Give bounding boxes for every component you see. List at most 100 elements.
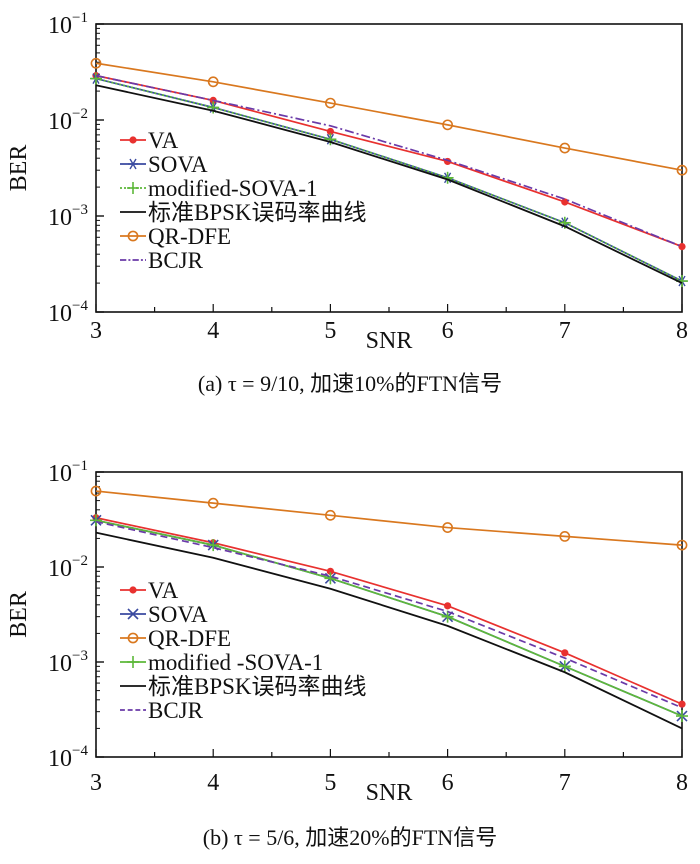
series-BCJR	[95, 520, 683, 709]
legend-label: SOVA	[148, 152, 208, 177]
legend-label: modified-SOVA-1	[148, 176, 318, 201]
series-modified-SOVA-1	[90, 72, 688, 288]
x-tick-label: 4	[207, 318, 219, 344]
y-tick-exp: −3	[72, 202, 88, 218]
legend-marker	[127, 656, 139, 668]
data-point	[678, 243, 686, 251]
y-tick-exp: −4	[72, 298, 88, 314]
data-point	[444, 602, 452, 610]
series-BCJR	[95, 74, 683, 248]
legend-item: SOVA	[120, 602, 208, 627]
legend-label: 标准BPSK误码率曲线	[148, 200, 367, 225]
data-point	[324, 97, 336, 109]
data-point	[558, 660, 571, 673]
series-line	[95, 531, 683, 730]
data-point	[326, 567, 334, 575]
series-标准BPSK误码率曲线	[95, 531, 683, 730]
legend-label: BCJR	[148, 248, 204, 273]
x-tick-label: 3	[90, 770, 102, 796]
y-tick-label: 10−3	[48, 648, 88, 677]
series-modified -SOVA-1	[90, 514, 688, 723]
legend-item: 标准BPSK误码率曲线	[120, 674, 367, 699]
data-point	[442, 522, 453, 533]
y-tick-exp: −1	[72, 458, 88, 474]
x-tick-label: 6	[442, 770, 454, 796]
data-point	[442, 119, 453, 131]
y-tick-base: 10	[48, 746, 72, 772]
x-tick-label: 5	[324, 318, 336, 344]
data-point	[207, 539, 220, 552]
x-axis-label: SNR	[366, 328, 413, 354]
legend-item: 标准BPSK误码率曲线	[120, 200, 367, 225]
data-point	[676, 164, 688, 176]
legend-item: BCJR	[120, 698, 204, 723]
x-tick-label: 7	[559, 318, 571, 344]
legend-marker	[128, 158, 138, 170]
data-point	[561, 649, 569, 657]
y-tick-base: 10	[48, 205, 72, 231]
legend-item: VA	[120, 578, 179, 603]
chart-a: 10−110−210−310−43 4 5 6 7 8SNRBERVASOVAmodifi…	[6, 10, 688, 354]
y-tick-base: 10	[48, 13, 72, 39]
y-tick-base: 10	[48, 461, 72, 487]
x-tick-label: 6	[442, 318, 454, 344]
legend-marker	[127, 632, 139, 644]
x-axis-label: SNR	[366, 780, 413, 806]
legend-label: BCJR	[148, 698, 204, 723]
legend-label: SOVA	[148, 602, 208, 627]
legend-marker	[127, 182, 139, 194]
y-tick-base: 10	[48, 301, 72, 327]
legend-label: 标准BPSK误码率曲线	[148, 674, 367, 699]
series-QR-DFE	[90, 57, 688, 176]
data-point	[441, 610, 454, 623]
legend-item: VA	[120, 128, 179, 153]
y-tick-label: 10−1	[48, 458, 88, 487]
data-point	[326, 127, 334, 136]
y-tick-base: 10	[48, 556, 72, 582]
legend-label: VA	[148, 578, 179, 603]
x-tick-label: 4	[207, 770, 219, 796]
data-point	[90, 514, 102, 527]
legend-marker	[127, 608, 139, 620]
legend-item: BCJR	[120, 248, 204, 273]
series-line	[95, 84, 683, 284]
series-标准BPSK误码率曲线	[95, 84, 683, 284]
legend-item: modified-SOVA-1	[120, 176, 318, 201]
y-tick-exp: −2	[72, 553, 88, 569]
y-tick-label: 10−4	[48, 298, 88, 327]
x-tick-label: 3	[90, 318, 102, 344]
series-line	[95, 520, 683, 709]
series-line	[95, 77, 683, 282]
chart-b: 10−110−210−310−43 4 5 6 7 8SNRBERVASOVAQR-DFE…	[6, 458, 688, 806]
data-point	[559, 142, 571, 154]
y-tick-label: 10−1	[48, 10, 88, 39]
series-line	[95, 516, 683, 705]
data-point	[324, 572, 337, 585]
y-axis-label: BER	[6, 145, 32, 192]
y-tick-exp: −2	[72, 106, 88, 122]
legend-marker	[129, 136, 137, 144]
legend-label: QR-DFE	[148, 224, 231, 249]
data-point	[676, 539, 688, 551]
caption-a: (a) τ = 9/10, 加速10%的FTN信号	[197, 371, 503, 396]
data-point	[207, 497, 219, 509]
data-point	[324, 509, 336, 521]
data-point	[90, 485, 102, 497]
data-point	[90, 72, 102, 85]
y-axis-label: BER	[6, 591, 32, 638]
legend-label: modified -SOVA-1	[148, 650, 323, 675]
series-QR-DFE	[90, 485, 688, 551]
y-tick-exp: −3	[72, 648, 88, 664]
y-tick-label: 10−2	[48, 106, 88, 135]
series-line	[95, 490, 683, 546]
legend-label: VA	[148, 128, 179, 153]
data-point	[90, 57, 102, 69]
caption-b: (b) τ = 5/6, 加速20%的FTN信号	[202, 825, 498, 850]
x-tick-label: 8	[676, 770, 688, 796]
series-line	[95, 519, 683, 717]
legend-item: QR-DFE	[120, 224, 231, 249]
y-tick-base: 10	[48, 109, 72, 135]
y-tick-label: 10−2	[48, 553, 88, 582]
data-point	[561, 198, 569, 206]
